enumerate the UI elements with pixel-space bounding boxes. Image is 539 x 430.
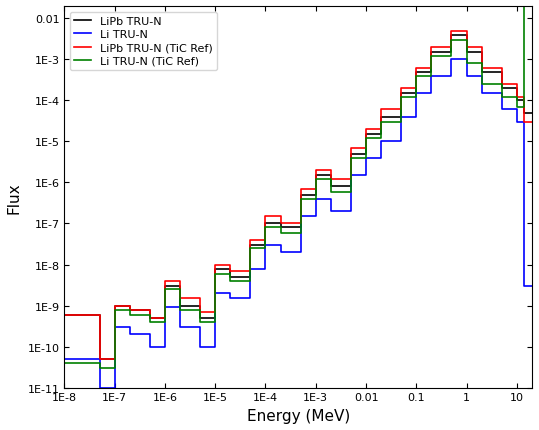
- Li TRU-N (TiC Ref): [448, 54, 455, 59]
- Li TRU-N: [262, 266, 269, 271]
- X-axis label: Energy (MeV): Energy (MeV): [246, 408, 350, 423]
- Li TRU-N (TiC Ref): [378, 136, 384, 141]
- LiPb TRU-N (TiC Ref): [61, 312, 67, 317]
- LiPb TRU-N (TiC Ref): [378, 127, 384, 132]
- LiPb TRU-N: [448, 50, 455, 55]
- Li TRU-N: [61, 356, 67, 362]
- LiPb TRU-N (TiC Ref): [96, 312, 103, 317]
- Li TRU-N: [348, 173, 354, 178]
- LiPb TRU-N: [96, 312, 103, 317]
- Li TRU-N: [398, 139, 404, 144]
- LiPb TRU-N (TiC Ref): [96, 356, 103, 362]
- Li TRU-N (TiC Ref): [96, 366, 103, 371]
- Li TRU-N: [96, 385, 103, 390]
- LiPb TRU-N: [262, 243, 269, 248]
- LiPb TRU-N (TiC Ref): [529, 120, 535, 125]
- Line: Li TRU-N: Li TRU-N: [64, 60, 532, 388]
- LiPb TRU-N: [96, 356, 103, 362]
- LiPb TRU-N: [448, 33, 455, 38]
- Li TRU-N: [529, 284, 535, 289]
- Li TRU-N: [96, 356, 103, 362]
- Li TRU-N (TiC Ref): [529, 4, 535, 9]
- LiPb TRU-N (TiC Ref): [348, 146, 354, 151]
- Li TRU-N (TiC Ref): [262, 246, 269, 251]
- Li TRU-N (TiC Ref): [521, 4, 528, 9]
- LiPb TRU-N: [348, 152, 354, 157]
- Li TRU-N (TiC Ref): [61, 360, 67, 366]
- LiPb TRU-N: [398, 115, 404, 120]
- Line: LiPb TRU-N (TiC Ref): LiPb TRU-N (TiC Ref): [64, 31, 532, 359]
- Li TRU-N (TiC Ref): [348, 156, 354, 161]
- LiPb TRU-N (TiC Ref): [398, 108, 404, 113]
- Li TRU-N: [448, 74, 455, 79]
- LiPb TRU-N (TiC Ref): [448, 45, 455, 50]
- Legend: LiPb TRU-N, Li TRU-N, LiPb TRU-N (TiC Ref), Li TRU-N (TiC Ref): LiPb TRU-N, Li TRU-N, LiPb TRU-N (TiC Re…: [70, 12, 217, 71]
- LiPb TRU-N: [529, 111, 535, 116]
- Li TRU-N: [448, 58, 455, 63]
- Line: LiPb TRU-N: LiPb TRU-N: [64, 36, 532, 359]
- LiPb TRU-N: [378, 132, 384, 138]
- Y-axis label: Flux: Flux: [7, 181, 22, 213]
- Line: Li TRU-N (TiC Ref): Li TRU-N (TiC Ref): [64, 7, 532, 368]
- LiPb TRU-N: [61, 312, 67, 317]
- LiPb TRU-N (TiC Ref): [448, 29, 455, 34]
- Li TRU-N (TiC Ref): [398, 120, 404, 125]
- Li TRU-N: [378, 156, 384, 161]
- LiPb TRU-N (TiC Ref): [262, 238, 269, 243]
- Li TRU-N (TiC Ref): [96, 360, 103, 366]
